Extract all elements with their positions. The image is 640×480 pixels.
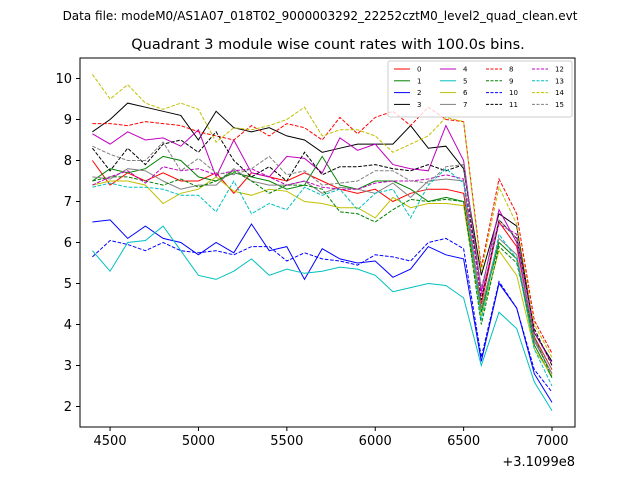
series-line-14 [91,74,553,358]
legend-label-10: 10 [509,89,518,97]
y-tick-label: 7 [64,195,72,210]
series-line-3 [92,102,553,362]
legend-label-2: 2 [417,89,421,97]
legend-label-9: 9 [509,77,513,85]
legend-label-13: 13 [555,77,564,85]
legend-label-7: 7 [463,101,467,109]
series-line-11 [92,130,553,366]
y-tick-label: 10 [55,72,72,87]
y-tick-label: 9 [64,113,72,128]
y-tick-label: 2 [64,400,72,415]
legend-box [387,60,573,118]
chart-title: Quadrant 3 module wise count rates with … [131,37,525,53]
y-tick-label: 6 [64,236,72,251]
series-line-8 [92,106,553,354]
plot-area [91,74,553,411]
series-line-9 [92,170,553,378]
series-line-2 [92,219,553,403]
x-tick-label: 4500 [94,434,127,449]
legend-label-5: 5 [463,77,467,85]
series-line-13 [92,168,553,387]
series-line-7 [92,168,553,374]
legend-label-0: 0 [417,66,421,74]
legend-label-11: 11 [509,101,518,109]
series-line-15 [92,141,553,370]
x-offset-label: +3.1099e8 [502,455,575,470]
series-line-12 [92,166,553,364]
legend-label-14: 14 [555,89,564,97]
y-tick-label: 5 [64,277,72,292]
legend-label-6: 6 [463,89,468,97]
legend-label-3: 3 [417,101,421,109]
x-tick-label: 5000 [182,434,215,449]
legend-label-15: 15 [555,101,564,109]
series-line-10 [92,237,553,393]
legend-label-1: 1 [417,77,421,85]
legend-label-8: 8 [509,66,513,74]
data-file-label: Data file: modeM0/AS1A07_018T02_90000032… [63,9,578,23]
y-tick-label: 4 [64,318,72,333]
legend-label-4: 4 [463,66,468,74]
y-tick-label: 8 [64,154,72,169]
series-line-6 [92,176,553,377]
x-tick-label: 5500 [270,434,303,449]
x-tick-label: 6500 [447,434,480,449]
x-tick-label: 7000 [535,434,568,449]
y-tick-label: 3 [64,359,72,374]
series-line-5 [92,225,553,411]
x-tick-label: 6000 [359,434,392,449]
legend-label-12: 12 [555,66,564,74]
